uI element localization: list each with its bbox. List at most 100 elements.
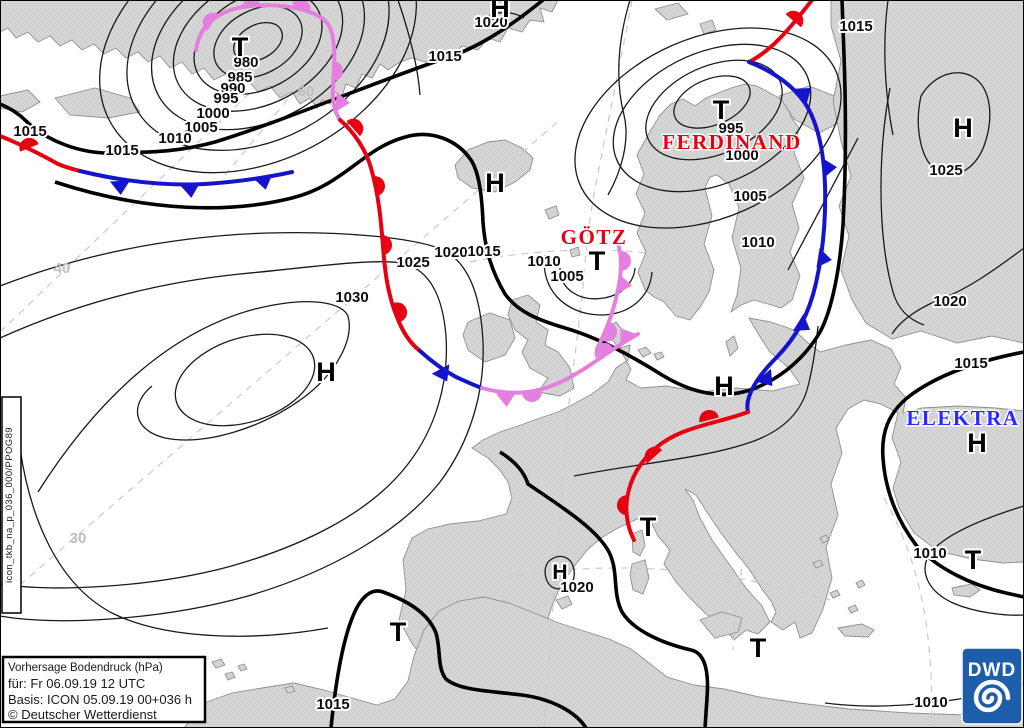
land-majorca — [555, 595, 573, 610]
pressure-center-marker: H — [316, 357, 336, 387]
gridline-label: 60 — [298, 83, 315, 100]
isobar-ferdinand-995 — [673, 75, 751, 129]
isobar-995 — [172, 0, 344, 112]
isobar-ferdinand-1005 — [612, 43, 812, 193]
legend-border — [1, 655, 207, 724]
land-russia — [830, 0, 1024, 344]
storm-name-label: ELEKTRA — [906, 406, 1019, 430]
isobar-1020-w — [0, 231, 484, 622]
isobar-thick-main — [54, 0, 848, 397]
pressure-center-marker: T — [713, 95, 730, 125]
isobar-sw-corner — [19, 447, 329, 637]
land-sicily — [699, 611, 743, 639]
land-aegean-islands — [812, 534, 866, 614]
pressure-center-marker: H — [967, 428, 987, 458]
isobar-russia-west — [880, 87, 925, 326]
pressure-center-marker: T — [640, 512, 657, 542]
pressure-center-marker: H — [953, 113, 973, 143]
isobar-thick-med — [499, 450, 710, 728]
land-faroe — [544, 205, 560, 220]
dwd-spiral-icon — [973, 679, 1011, 713]
gridline-label: 30 — [70, 530, 87, 547]
pressure-center-marker: T — [750, 633, 767, 663]
pressure-center-marker: H — [485, 168, 505, 198]
isobar-985 — [213, 5, 303, 79]
pressure-value-label: 1010 — [741, 234, 774, 251]
isobar-1000 — [150, 0, 366, 131]
land-scandinavia — [635, 83, 805, 321]
isobar-1005 — [126, 0, 390, 152]
isobar-thick-nw — [0, 0, 545, 155]
pressure-value-label: 1005 — [184, 119, 217, 136]
legend-model-basis: Basis: ICON 05.09.19 00+036 h — [8, 692, 192, 707]
dwd-logo: DWD — [961, 647, 1023, 725]
isobar-1010 — [99, 0, 417, 174]
warm-front-central-europe — [624, 410, 750, 542]
pressure-value-label: 1015 — [467, 243, 500, 260]
storm-name-label: FERDINAND — [662, 130, 802, 154]
pressure-center-marker: T — [232, 32, 249, 62]
isobar-goetz-1010 — [543, 254, 653, 316]
land-island-n2 — [699, 19, 717, 35]
gridline-meridian-east — [883, 497, 933, 728]
pressure-value-label: 1030 — [335, 289, 368, 306]
occluded-front-greenland — [194, 3, 342, 122]
pressure-value-label: 1010 — [158, 130, 191, 147]
pressure-value-label: 1020 — [933, 293, 966, 310]
gridline-meridian-30 — [0, 119, 561, 603]
map-labels: 6040309809859909951000100510101015101510… — [11, 0, 1019, 715]
gridline-parallel-60n — [469, 249, 677, 263]
pressure-value-label: 1015 — [954, 355, 987, 372]
pressure-value-label: 1025 — [929, 162, 962, 179]
isobar-east-iceland — [607, 0, 631, 196]
dwd-logo-text: DWD — [968, 660, 1016, 681]
occluded-front-goetz — [595, 241, 623, 351]
pressure-value-label: 1010 — [527, 253, 560, 270]
gridline-label: 40 — [54, 260, 71, 277]
pressure-value-label: 1015 — [839, 18, 872, 35]
isobar-980 — [233, 22, 283, 62]
isobar-thick-iberia — [329, 589, 588, 728]
land-island-n1 — [654, 2, 689, 21]
product-code-border — [1, 396, 22, 614]
isobar-1030-outer — [37, 300, 350, 493]
pressure-center-marker: H — [552, 561, 567, 584]
land-ireland — [462, 312, 516, 363]
pressure-value-label: 1005 — [733, 188, 766, 205]
isobar-1030-inner — [174, 333, 316, 427]
gridline-parallel-40n — [504, 567, 831, 601]
legend-valid-time: für: Fr 06.09.19 12 UTC — [8, 676, 145, 691]
isobar-goetz-1005 — [559, 267, 636, 300]
pressure-center-marker: H — [714, 371, 734, 401]
pressure-value-label: 1025 — [396, 254, 429, 271]
product-code-box: icon_tkb_na_p_036_000/PPOG89 — [1, 396, 22, 614]
isobar-ferdinand-1000 — [645, 59, 783, 161]
isobar-top-left — [397, 0, 421, 96]
warm-front-ferdinand — [747, 0, 814, 64]
land-baffin-island-2 — [0, 89, 41, 113]
cold-front-biscay — [418, 349, 484, 390]
land-danish-isles — [637, 346, 665, 361]
legend-title: Vorhersage Bodendruck (hPa) — [8, 662, 163, 674]
legend-copyright: © Deutscher Wetterdienst — [8, 707, 157, 722]
pressure-value-label: 990 — [220, 80, 245, 97]
isobar-balearic-1020 — [544, 555, 575, 590]
land-atlantic-islands — [211, 658, 296, 694]
pressure-value-label: 1015 — [428, 48, 461, 65]
pressure-center-marker: H — [490, 0, 510, 23]
pressure-value-label: 1005 — [550, 268, 583, 285]
pressure-value-label: 1020 — [434, 244, 467, 261]
pressure-value-label: 1000 — [725, 147, 758, 164]
pressure-value-label: 1020 — [560, 579, 593, 596]
pressure-value-label: 1015 — [13, 123, 46, 140]
land-corsica — [631, 529, 646, 557]
isobar-thick-blacksea — [880, 350, 1024, 599]
isobar-finland — [787, 137, 859, 271]
pressure-value-label: 995 — [718, 120, 743, 137]
isobar-ferdinand-1010 — [574, 27, 842, 229]
pressure-center-marker: T — [589, 246, 606, 276]
